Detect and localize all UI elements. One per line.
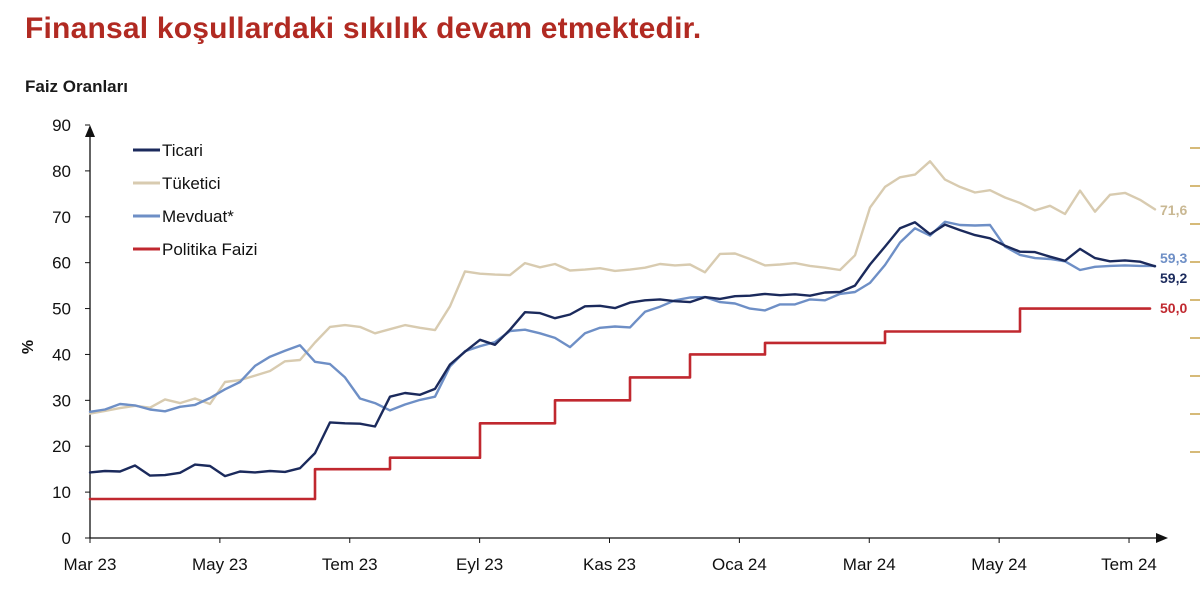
x-tick-label: May 24 bbox=[971, 555, 1027, 574]
x-tick-label: Mar 23 bbox=[64, 555, 117, 574]
y-tick-label: 30 bbox=[52, 391, 71, 410]
series-line-mevduat bbox=[88, 220, 1157, 413]
chart-end-labels: 59,2 71,6 59,3 50,0 bbox=[1160, 202, 1187, 316]
x-tick-label: May 23 bbox=[192, 555, 248, 574]
y-tick-label: 70 bbox=[52, 208, 71, 227]
y-tick-label: 80 bbox=[52, 162, 71, 181]
y-tick-label: 20 bbox=[52, 437, 71, 456]
y-tick-label: 60 bbox=[52, 254, 71, 273]
x-tick-label: Tem 23 bbox=[322, 555, 378, 574]
series-line-ticari bbox=[88, 221, 1157, 478]
chart-axes: 0 10 20 30 40 50 60 70 80 90% Mar 23 May 23 Tem 23 Ey… bbox=[20, 116, 1168, 574]
x-axis-arrow bbox=[1156, 533, 1168, 543]
x-tick-label: Oca 24 bbox=[712, 555, 767, 574]
y-axis-arrow bbox=[85, 125, 95, 137]
legend-label: Ticari bbox=[162, 141, 203, 160]
chart-subtitle: Faiz Oranları bbox=[25, 77, 128, 96]
y-tick-label: 90 bbox=[52, 116, 71, 135]
legend-label: Mevduat* bbox=[162, 207, 234, 226]
x-tick-label: Tem 24 bbox=[1101, 555, 1157, 574]
y-tick-label: 50 bbox=[52, 300, 71, 319]
chart-legend: Ticari Tüketici Mevduat* Politika Faizi bbox=[133, 141, 257, 259]
series-line-politika-faizi bbox=[88, 307, 1152, 501]
end-value-label: 59,3 bbox=[1160, 250, 1187, 266]
y-tick-label: 10 bbox=[52, 483, 71, 502]
end-value-label: 50,0 bbox=[1160, 300, 1187, 316]
y-axis-label: % bbox=[20, 340, 37, 354]
right-edge-ticks bbox=[1190, 147, 1200, 453]
end-value-label: 59,2 bbox=[1160, 270, 1187, 286]
chart-lines bbox=[88, 160, 1157, 501]
y-tick-label: 40 bbox=[52, 345, 71, 364]
y-tick-label: 0 bbox=[62, 529, 71, 548]
legend-label: Tüketici bbox=[162, 174, 221, 193]
end-value-label: 71,6 bbox=[1160, 202, 1187, 218]
page-title: Finansal koşullardaki sıkılık devam etme… bbox=[25, 12, 702, 45]
legend-label: Politika Faizi bbox=[162, 240, 257, 259]
series-line-tuketici bbox=[88, 160, 1157, 415]
x-tick-label: Kas 23 bbox=[583, 555, 636, 574]
x-tick-label: Mar 24 bbox=[843, 555, 896, 574]
x-tick-label: Eyl 23 bbox=[456, 555, 503, 574]
